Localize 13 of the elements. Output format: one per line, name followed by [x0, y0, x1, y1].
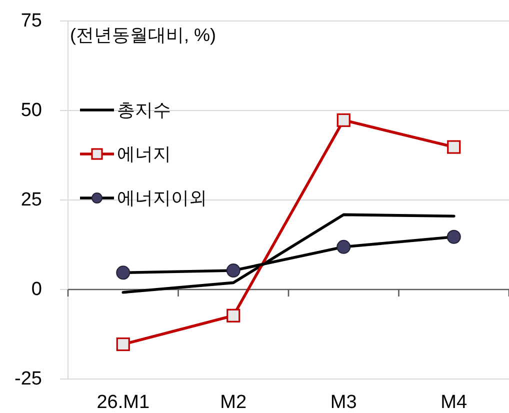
legend-label: 에너지	[117, 144, 171, 164]
x-tick-label: M2	[220, 392, 247, 413]
y-tick-label: -25	[14, 368, 42, 390]
y-tick-label: 50	[20, 100, 42, 121]
y-tick-label: 75	[20, 10, 42, 32]
legend-label: 총지수	[117, 100, 171, 120]
legend-label: 에너지이외	[117, 188, 207, 208]
x-tick-label: M3	[330, 392, 357, 413]
y-axis-title: (전년동월대비, %)	[70, 25, 216, 45]
x-tick-label: 26.M1	[96, 392, 150, 413]
x-tick-label: M4	[440, 392, 468, 413]
y-tick-label: 25	[20, 190, 42, 210]
y-tick-label: 0	[31, 279, 42, 300]
